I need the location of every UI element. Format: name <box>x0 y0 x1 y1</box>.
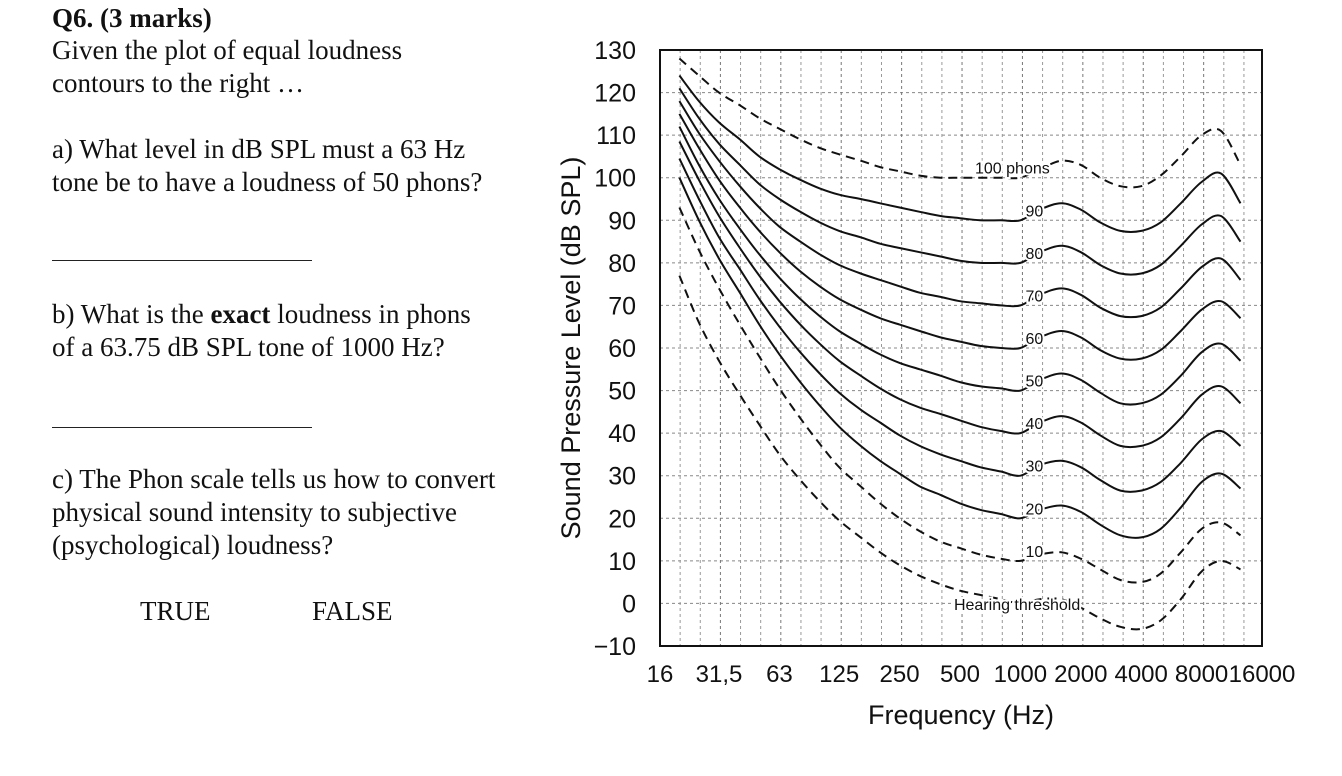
part-a-line-2: tone be to have a loudness of 50 phons? <box>52 167 483 197</box>
curve-3 <box>678 100 1242 319</box>
part-c-line-1: c) The Phon scale tells us how to conver… <box>52 464 496 494</box>
y-tick-label: 50 <box>608 378 636 406</box>
curve-5 <box>678 126 1242 406</box>
x-tick-label: 31,5 <box>696 661 743 688</box>
curve-label: Hearing threshold <box>954 597 1080 614</box>
y-tick-label: 30 <box>608 463 636 491</box>
intro-line-2: contours to the right … <box>52 68 304 98</box>
curve-label: 50 <box>1025 374 1043 391</box>
curve-2 <box>678 87 1242 276</box>
y-tick-label: 20 <box>608 505 636 533</box>
curve-label: 70 <box>1025 288 1043 305</box>
y-tick-label: 110 <box>596 122 636 150</box>
false-option[interactable]: FALSE <box>312 596 393 626</box>
curve-1 <box>678 74 1242 233</box>
curve-labels: 100 phons 90 80 70 60 50 40 30 20 10 Hearing thres… <box>952 159 1082 616</box>
question-title: Q6. (3 marks) <box>52 3 212 33</box>
y-tick-label: −10 <box>594 633 636 661</box>
true-option[interactable]: TRUE <box>140 596 211 626</box>
part-b-bold: exact <box>210 299 271 329</box>
curve-label: 20 <box>1025 501 1043 518</box>
part-c-line-3: (psychological) loudness? <box>52 530 334 560</box>
y-tick-label: 0 <box>622 590 636 618</box>
tick-labels: −10 0 10 20 30 40 50 60 70 80 90 100 110 120 130 16 31,5… <box>594 37 1296 688</box>
part-a-line-1: a) What level in dB SPL must a 63 Hz <box>52 134 466 164</box>
curve-6 <box>678 141 1242 449</box>
x-tick-label: 1000 <box>994 661 1047 688</box>
x-tick-label: 125 <box>819 661 859 688</box>
x-tick-label: 4000 <box>1114 661 1167 688</box>
curve-4 <box>678 113 1242 361</box>
plot-frame <box>659 49 1263 647</box>
curve-label: 100 phons <box>975 161 1050 178</box>
x-tick-label: 250 <box>880 661 920 688</box>
curve-0 <box>678 57 1242 189</box>
y-tick-label: 90 <box>608 207 636 235</box>
y-tick-label: 80 <box>608 250 636 278</box>
curve-7 <box>678 158 1242 493</box>
x-axis-label: Frequency (Hz) <box>868 700 1054 730</box>
answer-blank-a[interactable] <box>52 260 312 261</box>
curve-label: 40 <box>1025 416 1043 433</box>
part-c-line-2: physical sound intensity to subjective <box>52 497 457 527</box>
curve-label: 60 <box>1025 331 1043 348</box>
x-tick-label: 500 <box>940 661 980 688</box>
y-tick-label: 60 <box>608 335 636 363</box>
x-tick-label: 2000 <box>1054 661 1107 688</box>
intro-line-1: Given the plot of equal loudness <box>52 35 403 65</box>
curve-label: 10 <box>1025 544 1043 561</box>
grid <box>659 49 1262 647</box>
part-b-post: loudness in phons <box>270 299 471 329</box>
part-b-pre: b) What is the <box>52 299 211 329</box>
answer-blank-b[interactable] <box>52 427 312 428</box>
curve-label: 30 <box>1025 459 1043 476</box>
y-tick-label: 100 <box>594 165 636 193</box>
curve-label: 90 <box>1025 203 1043 220</box>
y-tick-label: 40 <box>608 420 636 448</box>
y-tick-label: 70 <box>608 292 636 320</box>
x-tick-label: 63 <box>766 661 793 688</box>
y-tick-label: 10 <box>608 548 636 576</box>
curve-label: 80 <box>1025 246 1043 263</box>
curves <box>678 57 1242 631</box>
curve-10 <box>678 275 1241 631</box>
y-tick-label: 130 <box>594 37 636 65</box>
part-b-line-1: b) What is the exact loudness in phons <box>52 298 471 331</box>
x-tick-label: 16000 <box>1229 661 1296 688</box>
curve-9 <box>678 207 1242 584</box>
x-tick-label: 16 <box>647 661 674 688</box>
curve-8 <box>678 177 1242 539</box>
x-tick-label: 8000 <box>1175 661 1228 688</box>
y-tick-label: 120 <box>594 80 636 108</box>
part-b-line-2: of a 63.75 dB SPL tone of 1000 Hz? <box>52 332 445 362</box>
y-axis-label: Sound Pressure Level (dB SPL) <box>556 157 586 540</box>
